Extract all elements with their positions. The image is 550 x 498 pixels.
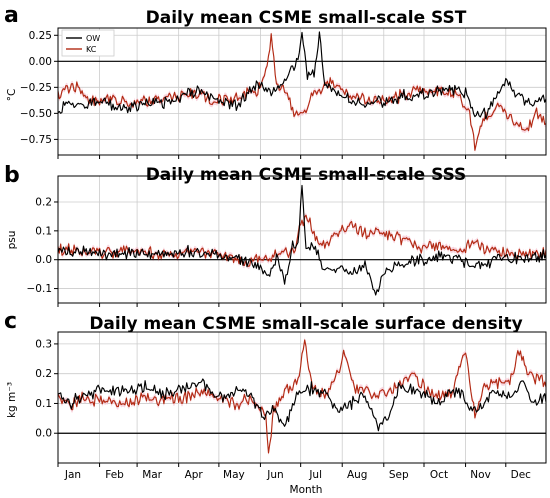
series-line-kc — [57, 33, 547, 151]
y-tick-label: 0.0 — [35, 254, 52, 266]
series-line-ow — [57, 31, 547, 120]
plot-frame — [57, 175, 547, 304]
plot-frame — [57, 331, 547, 464]
y-tick-label: 0.0 — [35, 428, 52, 440]
panel-c: c Daily mean CSME small-scale surface de… — [4, 309, 547, 481]
panel-title: Daily mean CSME small-scale surface dens… — [89, 314, 522, 334]
y-tick-label: 0.2 — [35, 368, 52, 380]
x-tick-label: Mar — [142, 469, 162, 481]
y-axis-label: °C — [6, 89, 18, 102]
y-tick-label: 0.1 — [35, 225, 52, 237]
panel-title: Daily mean CSME small-scale SSS — [146, 165, 467, 185]
panel-letter: a — [4, 3, 19, 28]
y-tick-label: 0.1 — [35, 398, 52, 410]
x-tick-label: Aug — [347, 469, 368, 481]
panel-title: Daily mean CSME small-scale SST — [146, 8, 467, 28]
y-tick-label: −0.75 — [20, 134, 52, 146]
plot-area: 0.3 0.2 0.1 0.0 Jan Feb Mar Apr May Jun Jul Aug Sep O… — [35, 331, 547, 481]
y-tick-label: 0.3 — [35, 338, 52, 350]
y-tick-label: −0.25 — [20, 82, 52, 94]
panel-a: a Daily mean CSME small-scale SST °C 0.2… — [4, 3, 547, 159]
legend-box — [61, 29, 115, 57]
legend: OW KC — [61, 29, 115, 57]
panel-letter: c — [4, 309, 17, 334]
x-tick-label: Sep — [389, 469, 409, 481]
series-line-kc — [57, 214, 547, 267]
series-line-ow — [57, 378, 547, 432]
series-line-ow — [57, 184, 547, 296]
x-tick-label: Jan — [64, 469, 81, 481]
panel-letter: b — [4, 163, 20, 188]
y-axis-label: psu — [6, 231, 18, 250]
series-line-kc — [57, 339, 547, 454]
legend-label-kc: KC — [86, 45, 97, 54]
kc-shading — [58, 30, 546, 154]
plot-area: 0.25 0.00 −0.25 −0.50 −0.75 — [20, 27, 547, 159]
y-axis-label: kg m⁻³ — [6, 382, 18, 418]
y-tick-label: −0.50 — [20, 108, 52, 120]
plot-frame — [57, 27, 547, 156]
x-tick-label: Apr — [185, 469, 204, 481]
x-tick-label: Nov — [470, 469, 491, 481]
y-tick-label: 0.00 — [29, 56, 52, 68]
plot-area: 0.2 0.1 0.0 −0.1 — [27, 175, 547, 307]
y-tick-label: 0.2 — [35, 196, 52, 208]
y-tick-label: −0.1 — [27, 283, 53, 295]
x-tick-label: Jul — [308, 469, 322, 481]
panel-b: b Daily mean CSME small-scale SSS psu 0.… — [4, 163, 547, 307]
x-tick-label: Oct — [430, 469, 448, 481]
y-tick-label: 0.25 — [29, 30, 52, 42]
x-tick-label: Jun — [266, 469, 283, 481]
x-tick-label: May — [223, 469, 245, 481]
x-tick-label: Feb — [105, 469, 124, 481]
x-tick-label: Dec — [511, 469, 532, 481]
legend-label-ow: OW — [86, 34, 100, 43]
x-axis-label: Month — [290, 484, 323, 496]
